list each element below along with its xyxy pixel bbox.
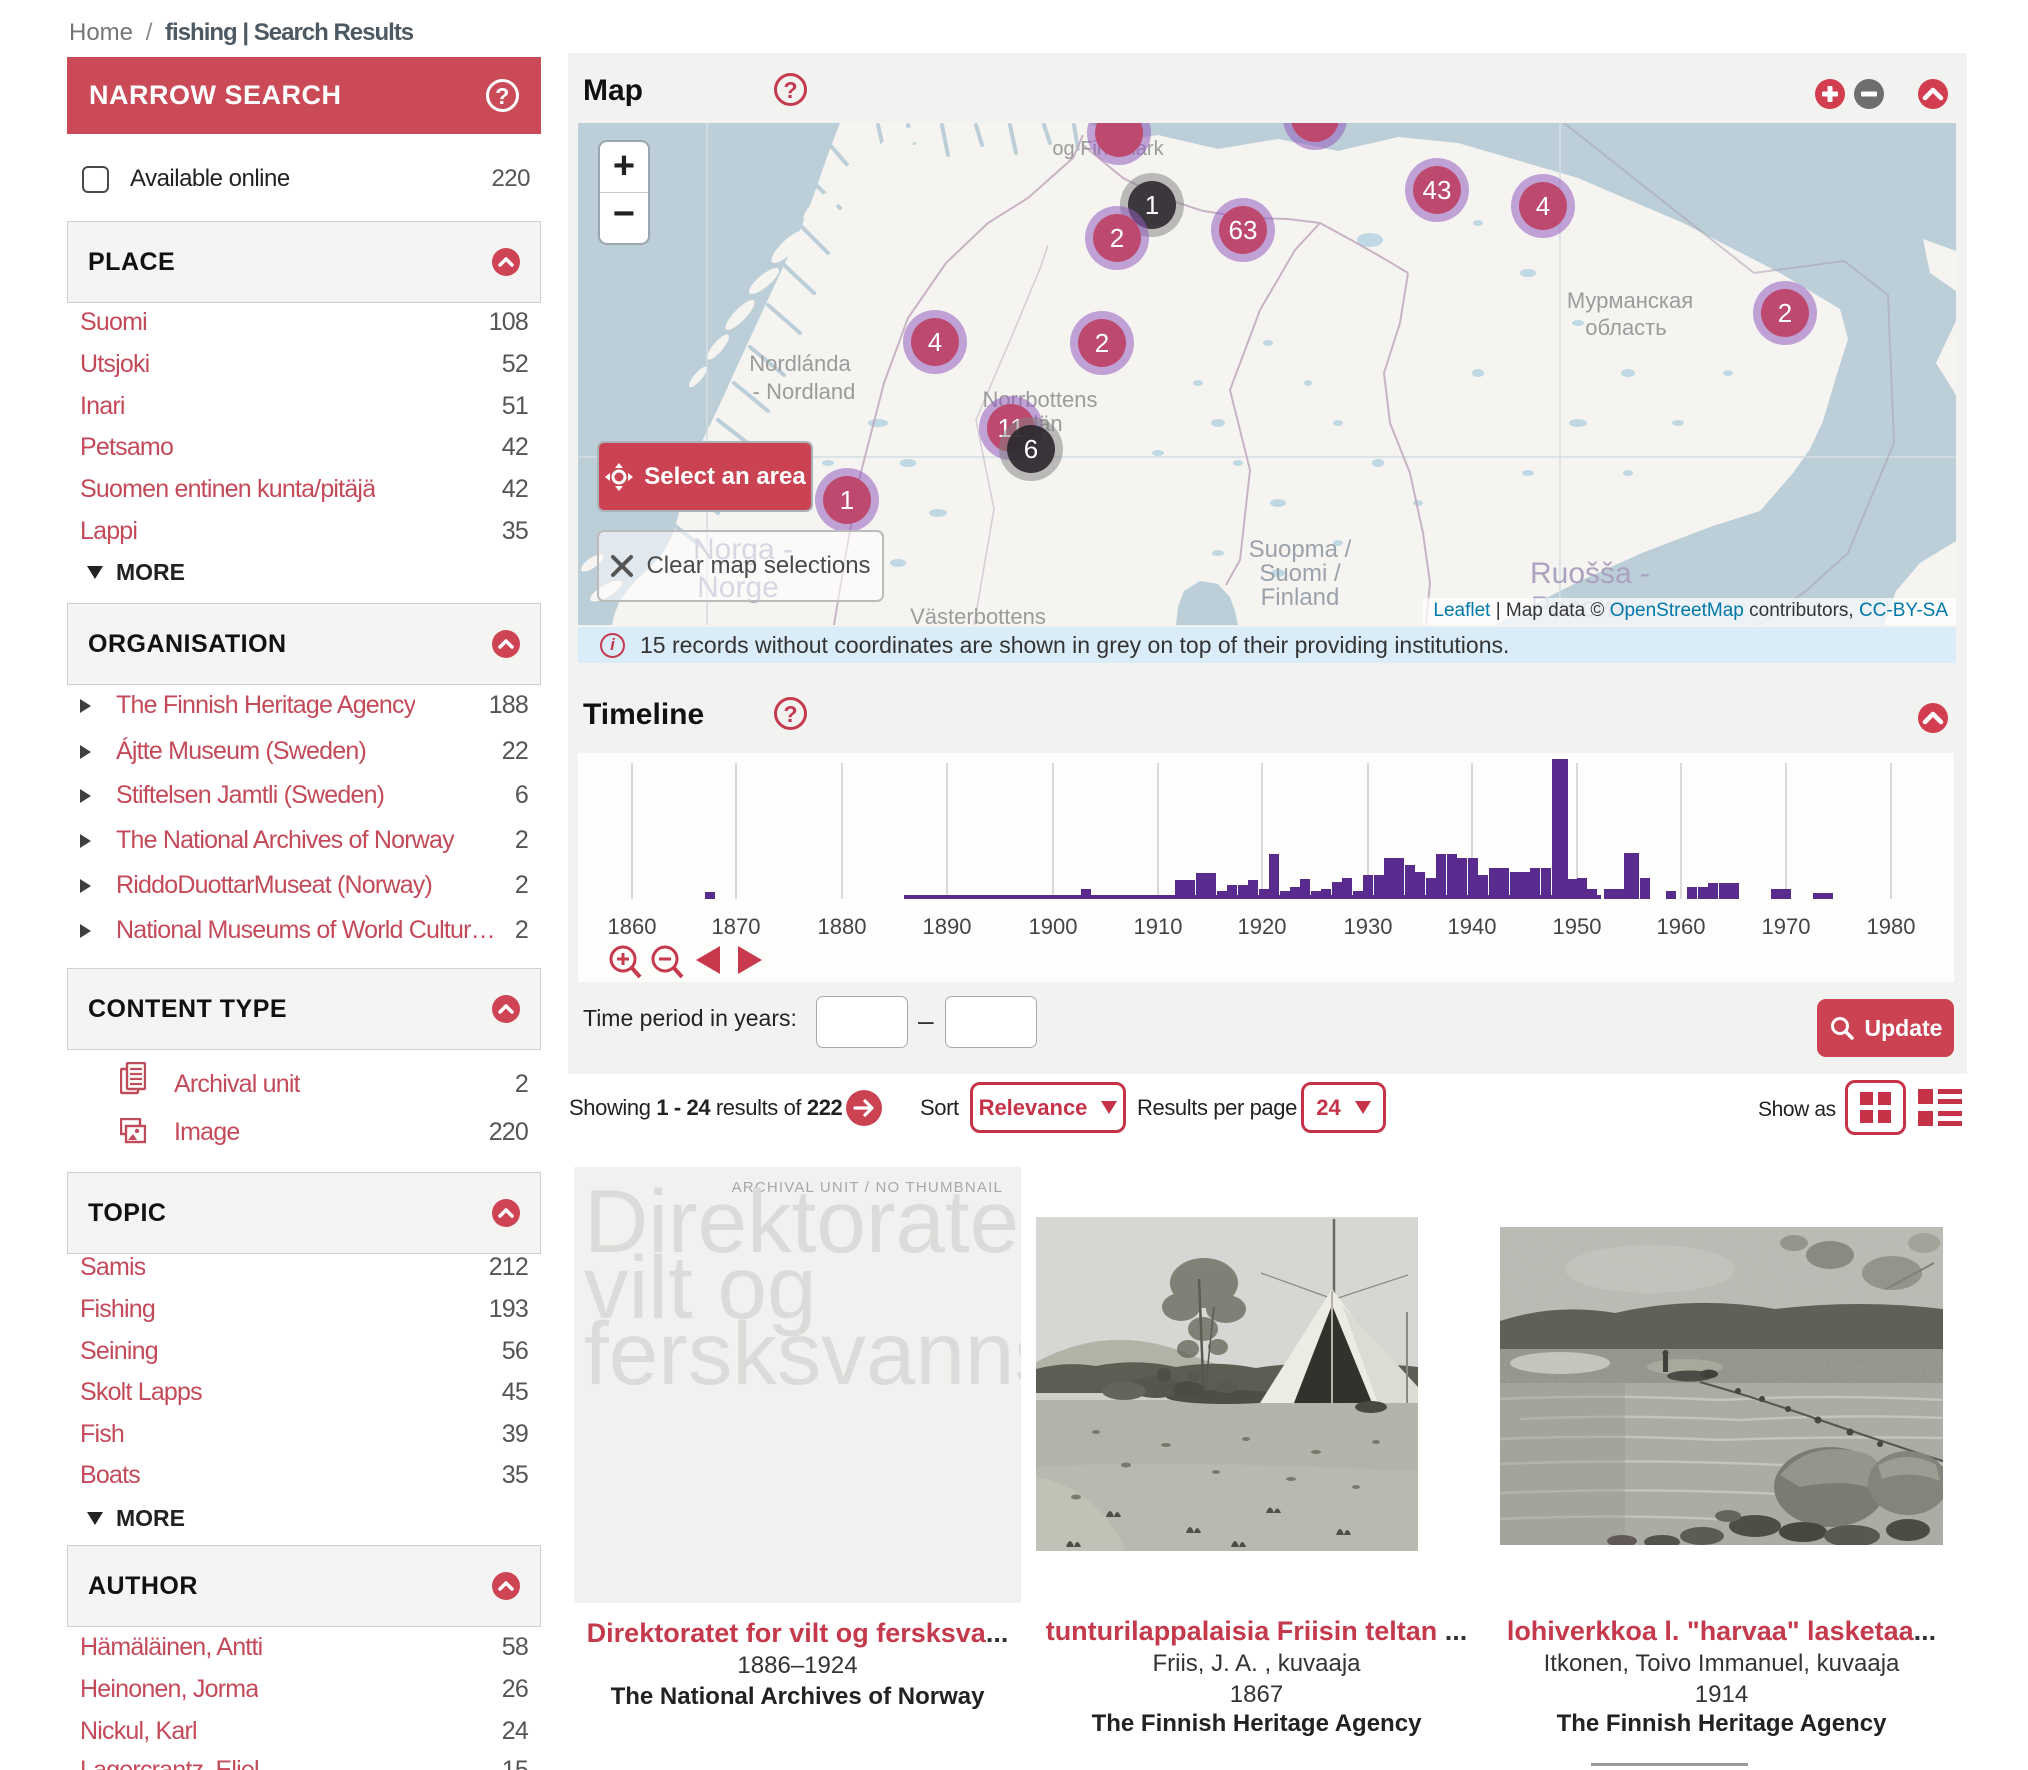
svg-text:2: 2 [1778, 298, 1792, 328]
svg-text:Västerbottens: Västerbottens [910, 604, 1046, 625]
svg-text:1880: 1880 [818, 914, 867, 939]
svg-text:1870: 1870 [712, 914, 761, 939]
svg-text:4: 4 [928, 327, 942, 357]
svg-text:1900: 1900 [1029, 914, 1078, 939]
svg-text:1: 1 [1145, 190, 1159, 220]
svg-text:43: 43 [1423, 175, 1452, 205]
svg-text:1920: 1920 [1238, 914, 1287, 939]
svg-text:Мурманская: Мурманская [1567, 288, 1693, 313]
svg-text:1: 1 [840, 485, 854, 515]
svg-text:1930: 1930 [1344, 914, 1393, 939]
svg-text:область: область [1585, 315, 1666, 340]
svg-text:6: 6 [1024, 434, 1038, 464]
svg-text:1950: 1950 [1553, 914, 1602, 939]
svg-text:Finland: Finland [1261, 584, 1340, 611]
svg-text:2: 2 [1110, 223, 1124, 253]
svg-text:Nordlánda: Nordlánda [749, 351, 851, 376]
svg-text:4: 4 [1536, 191, 1550, 221]
svg-text:Ruošša -: Ruošša - [1530, 557, 1650, 590]
svg-text:1940: 1940 [1448, 914, 1497, 939]
svg-text:1890: 1890 [923, 914, 972, 939]
svg-text:Suopma /: Suopma / [1249, 536, 1352, 563]
svg-text:Suomi /: Suomi / [1259, 560, 1341, 587]
svg-text:- Nordland: - Nordland [753, 379, 856, 404]
svg-text:1860: 1860 [608, 914, 657, 939]
svg-text:1970: 1970 [1762, 914, 1811, 939]
svg-text:1910: 1910 [1134, 914, 1183, 939]
svg-text:1960: 1960 [1657, 914, 1706, 939]
svg-text:2: 2 [1095, 328, 1109, 358]
svg-text:1980: 1980 [1867, 914, 1916, 939]
svg-text:63: 63 [1229, 215, 1258, 245]
